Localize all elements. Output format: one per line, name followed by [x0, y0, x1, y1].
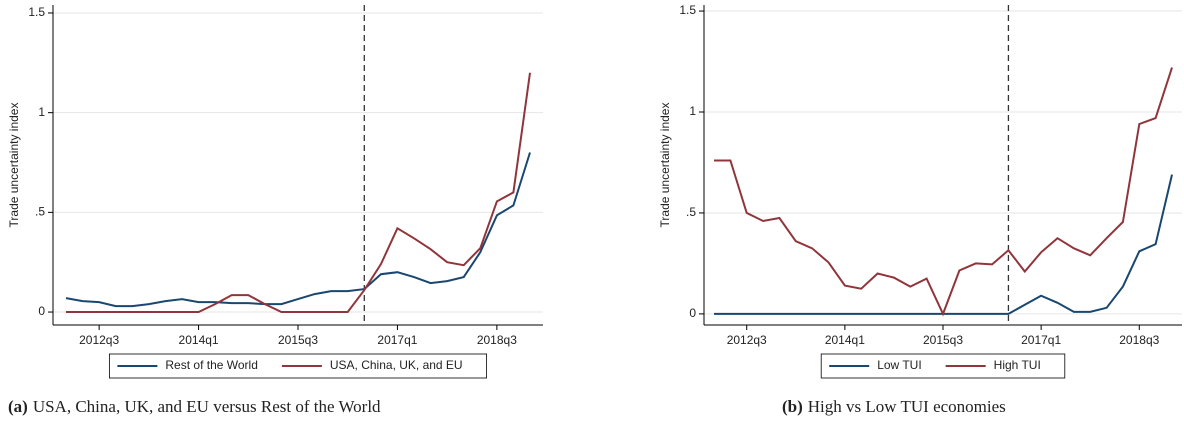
legend-label: Low TUI [877, 358, 921, 372]
series-line [66, 72, 531, 313]
y-tick-label: 1.5 [28, 5, 45, 19]
y-tick-label: .5 [686, 205, 696, 219]
legend-label: High TUI [994, 358, 1041, 372]
x-tick-label: 2014q1 [825, 333, 865, 347]
y-tick-label: 0 [689, 306, 696, 320]
legend: Low TUI High TUI [820, 353, 1066, 379]
x-tick-label: 2018q3 [1119, 333, 1159, 347]
series-line [714, 67, 1173, 317]
x-tick-label: 2015q3 [278, 333, 318, 347]
series-line [714, 174, 1173, 315]
x-tick-label: 2012q3 [79, 333, 119, 347]
y-tick-label: 1 [689, 104, 696, 118]
caption-label: (a) [8, 397, 28, 416]
x-tick-label: 2012q3 [727, 333, 767, 347]
x-tick-label: 2014q1 [179, 333, 219, 347]
legend: Rest of the World USA, China, UK, and EU [108, 353, 488, 379]
legend-box [108, 353, 488, 379]
y-tick-label: 0 [38, 304, 45, 318]
x-tick-label: 2017q1 [377, 333, 417, 347]
y-axis-title: Trade uncertainty index [7, 103, 21, 228]
x-tick-label: 2015q3 [923, 333, 963, 347]
y-axis-title: Trade uncertainty index [658, 103, 672, 228]
y-tick-label: .5 [35, 205, 45, 219]
caption: High vs Low TUI economies [808, 397, 1006, 416]
x-tick-label: 2017q1 [1021, 333, 1061, 347]
y-tick-label: 1.5 [679, 3, 696, 17]
x-tick-label: 2018q3 [477, 333, 517, 347]
y-tick-label: 1 [38, 105, 45, 119]
series-line [65, 152, 531, 308]
legend-label: Rest of the World [165, 358, 257, 372]
legend-box [820, 353, 1066, 379]
legend-label: USA, China, UK, and EU [330, 358, 463, 372]
caption: USA, China, UK, and EU versus Rest of th… [33, 397, 381, 416]
caption-label: (b) [782, 397, 803, 416]
